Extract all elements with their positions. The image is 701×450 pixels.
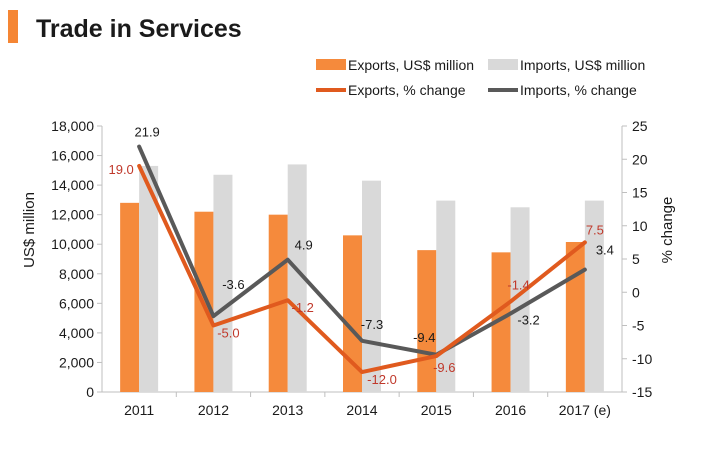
x-tick-label: 2016	[495, 402, 526, 418]
exports-bar	[491, 252, 511, 392]
exports-change-label: -1.2	[292, 300, 314, 315]
exports-bar	[343, 235, 362, 392]
imports-change-label: -9.4	[413, 330, 435, 345]
y2-tick-label: 15	[632, 185, 648, 201]
legend-imports-line-label: Imports, % change	[520, 82, 637, 98]
exports-bar	[120, 202, 140, 392]
y-tick-label: 2,000	[59, 354, 94, 370]
imports-bar	[584, 200, 604, 392]
imports-change-label: -3.2	[517, 313, 539, 328]
imports-change-label: -7.3	[361, 317, 383, 332]
exports-change-label: 19.0	[108, 162, 133, 177]
y-tick-label: 16,000	[51, 148, 94, 164]
y-tick-label: 18,000	[51, 118, 94, 134]
x-tick-label: 2015	[421, 402, 452, 418]
imports-change-label: 4.9	[295, 238, 313, 253]
imports-change-label: 3.4	[596, 243, 614, 258]
y2-tick-label: -5	[632, 318, 645, 334]
legend-imports-bar-label: Imports, US$ million	[520, 57, 645, 73]
y2-tick-label: 5	[632, 251, 640, 267]
lines	[137, 144, 587, 375]
legend: Exports, US$ million Imports, US$ millio…	[316, 57, 645, 98]
y-axis-title: US$ million	[21, 192, 38, 268]
imports-change-line	[137, 144, 587, 357]
exports-change-label: -9.6	[433, 360, 455, 375]
y-tick-label: 10,000	[51, 236, 94, 252]
y-tick-label: 14,000	[51, 177, 94, 193]
bars	[120, 164, 604, 392]
legend-exports-bar-label: Exports, US$ million	[348, 57, 474, 73]
x-tick-label: 2017 (e)	[559, 402, 611, 418]
y2-tick-label: -10	[632, 351, 652, 367]
x-tick-label: 2012	[198, 402, 229, 418]
imports-change-label: 21.9	[134, 125, 159, 140]
legend-exports-line-label: Exports, % change	[348, 82, 466, 98]
imports-bar	[510, 207, 530, 392]
imports-change-label: -3.6	[222, 277, 244, 292]
exports-change-label: -1.4	[507, 278, 529, 293]
y2-tick-label: 20	[632, 151, 648, 167]
y-tick-label: 4,000	[59, 325, 94, 341]
legend-imports-bar-swatch	[488, 59, 518, 70]
imports-bar	[362, 180, 381, 392]
exports-change-label: -12.0	[367, 372, 397, 387]
exports-change-label: 7.5	[586, 222, 604, 237]
exports-change-label: -5.0	[217, 326, 239, 341]
exports-bar	[565, 242, 585, 392]
imports-bar	[139, 165, 159, 392]
axes: 0 2,000 4,000 6,000 8,000 10,000 12,000 14,000 1…	[51, 118, 652, 418]
y2-tick-label: 25	[632, 118, 648, 134]
y2-tick-label: -15	[632, 384, 652, 400]
imports-bar	[287, 164, 307, 392]
y-tick-label: 8,000	[59, 266, 94, 282]
data-labels: 19.0 -5.0 -1.2 -12.0 -9.6 -1.4 7.5 21.9 -3.6 4.9 -…	[108, 125, 613, 387]
chart-title: Trade in Services	[36, 15, 242, 43]
y-tick-label: 12,000	[51, 207, 94, 223]
y2-tick-label: 0	[632, 284, 640, 300]
exports-change-line	[137, 163, 587, 375]
x-tick-label: 2011	[124, 402, 154, 418]
y-tick-label: 0	[86, 384, 94, 400]
y2-axis-title: % change	[659, 197, 676, 264]
imports-bar	[213, 174, 233, 392]
y2-tick-label: 10	[632, 218, 648, 234]
x-tick-label: 2014	[346, 402, 377, 418]
title-accent-bar	[8, 10, 18, 43]
x-tick-label: 2013	[272, 402, 303, 418]
y-tick-label: 6,000	[59, 295, 94, 311]
legend-exports-bar-swatch	[316, 59, 346, 70]
